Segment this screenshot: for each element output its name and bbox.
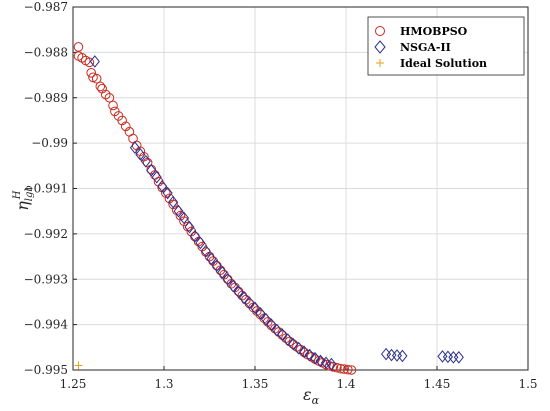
y-tick-label: −0.99 [31,136,68,150]
data-point [146,164,157,177]
y-tick-label: −0.994 [24,318,69,332]
data-point [217,266,228,279]
data-point [184,220,195,234]
data-point [104,92,115,103]
legend: HMOBPSO NSGA-II Ideal Solution [367,16,525,76]
x-tick-label: 1.5 [518,377,537,391]
data-point [173,204,184,218]
y-axis-label: ηlgbH [12,185,35,211]
y-axis-label-main: η [13,201,32,211]
y-tick-label: −0.992 [24,227,68,241]
grid-layer [72,6,529,371]
data-point [266,318,277,331]
data-point [74,361,83,370]
data-point [260,312,271,326]
y-tick-label: −0.991 [24,182,68,196]
data-point [310,351,321,365]
legend-marker-hmobpso [375,26,385,36]
data-point [326,357,337,371]
data-point [288,337,299,351]
data-point [391,349,403,362]
data-point [335,363,346,374]
data-point [161,188,171,198]
legend-label-hmobpso: HMOBPSO [400,25,468,38]
data-point [129,141,140,154]
data-point [95,81,106,92]
data-point [343,364,353,375]
data-point [175,210,186,221]
data-point [162,186,173,200]
data-point [437,350,448,363]
data-point [168,195,179,209]
data-point [453,350,464,364]
x-axis-label: εα [303,385,320,407]
data-point [233,285,244,299]
data-point [195,236,206,250]
data-point [293,341,304,355]
series-nsga-ii [89,55,464,371]
data-point [157,179,168,193]
y-axis-label-sub: lgb [24,185,35,201]
y-tick-label: −0.989 [24,91,68,105]
legend-label-nsga2: NSGA-II [400,41,451,54]
data-point [315,354,326,368]
data-point [200,244,211,258]
data-point [100,89,111,100]
data-point [271,323,282,337]
data-point [89,55,100,68]
data-point [206,252,217,266]
x-tick-label: 1.45 [424,377,451,391]
data-point [255,306,266,320]
x-axis-label-main: ε [303,385,312,404]
legend-box [367,16,525,76]
data-point [244,296,255,310]
data-point [448,350,459,364]
svg-text:ηlgbH: ηlgbH [12,185,35,211]
data-point [282,333,293,346]
legend-label-ideal: Ideal Solution [400,57,487,70]
series-ideal-solution [74,361,83,370]
data-point [179,216,189,226]
y-axis-label-sup: H [12,190,23,200]
data-point [140,154,151,168]
legend-marker-ideal [376,59,384,67]
data-point [442,350,453,364]
data-point [277,328,288,341]
data-point [346,365,357,375]
data-point [239,291,250,305]
data-point [189,229,200,243]
data-point [249,301,261,315]
data-point [228,279,239,293]
x-tick-label: 1.4 [336,377,355,391]
data-point [86,67,96,78]
x-axis-label-sub: α [312,394,320,407]
data-point [299,345,310,359]
data-point [397,349,408,363]
data-point [108,100,118,111]
data-point [91,73,102,84]
x-tick-label: 1.3 [154,377,173,391]
data-point [178,211,190,225]
x-tick-label: 1.35 [242,377,269,391]
data-point [339,364,349,374]
y-ticks: −0.987 −0.988 −0.989 −0.99 −0.991 −0.992 −0.99… [24,0,77,377]
x-ticks: 1.25 1.3 1.35 1.4 1.45 1.5 [60,366,538,391]
y-tick-label: −0.995 [24,363,68,377]
data-point [120,121,131,132]
data-point [73,42,84,52]
data-point [151,170,162,184]
data-point [84,57,95,68]
legend-marker-nsga2 [374,40,386,54]
y-tick-label: −0.988 [24,45,68,59]
y-tick-label: −0.993 [24,272,68,286]
data-point [320,356,332,370]
series-layer [73,42,464,375]
data-point [135,148,146,161]
data-point [304,348,315,362]
data-point [222,272,233,286]
y-tick-label: −0.987 [24,0,68,14]
data-point [211,259,222,272]
x-tick-label: 1.25 [60,377,87,391]
